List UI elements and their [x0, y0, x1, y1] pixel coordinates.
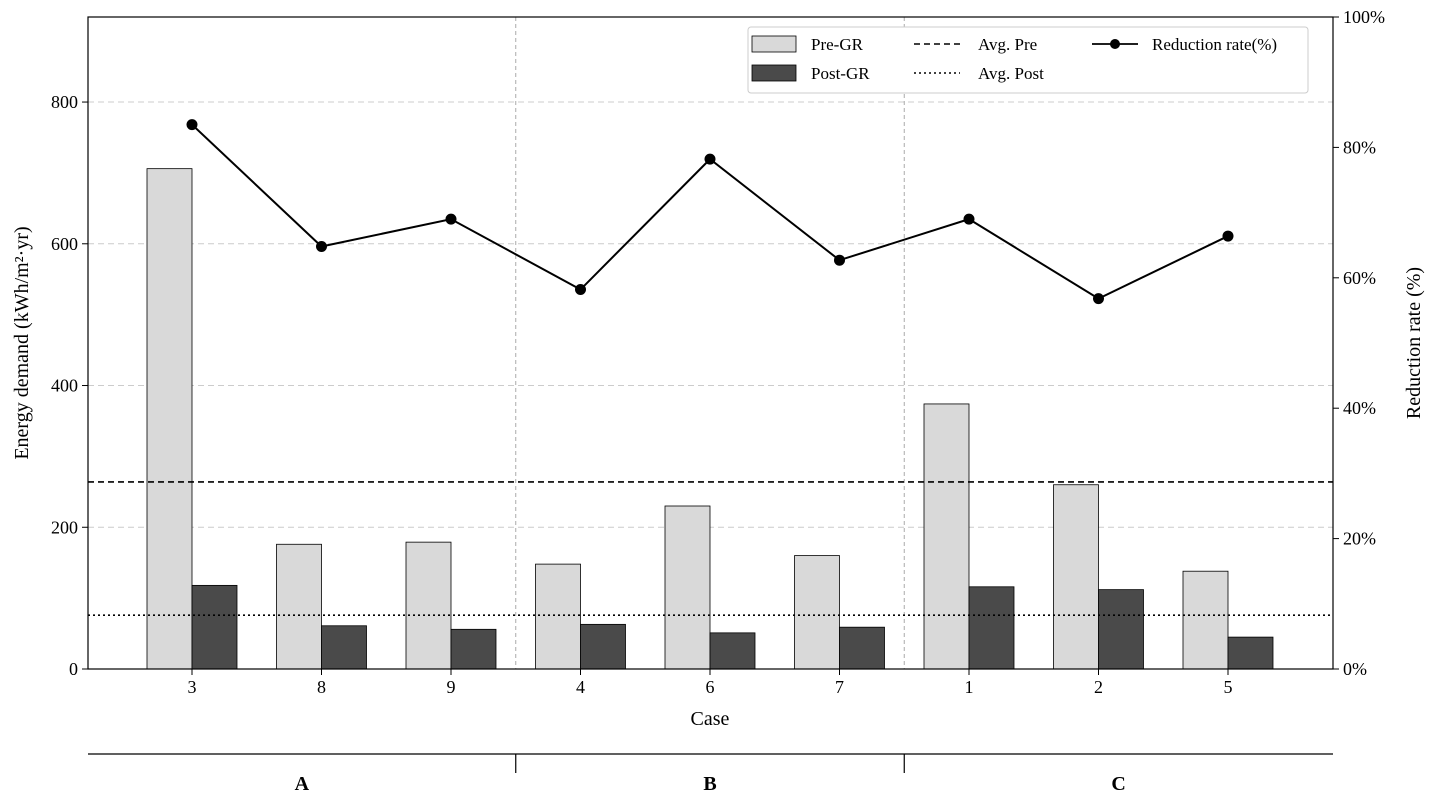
- bar-pre-gr: [405, 541, 452, 670]
- gridlines: [88, 17, 1333, 669]
- left-axis-ticks: 0 200 400 600 800: [51, 92, 88, 679]
- reduction-rate-point: [316, 241, 327, 253]
- group-axis: A B C: [88, 753, 1333, 795]
- legend-swatch-post-gr: [751, 64, 797, 82]
- bar-pre-gr: [276, 543, 322, 670]
- x-tick-label: 2: [1094, 677, 1103, 697]
- y-tick-label: 200: [51, 517, 78, 537]
- group-label: B: [703, 773, 716, 795]
- bar-post-gr: [450, 628, 497, 670]
- y2-tick-label: 80%: [1343, 137, 1376, 157]
- right-axis-ticks: 0% 20% 40% 60% 80% 100%: [1333, 7, 1385, 679]
- bar-pre-gr: [146, 168, 193, 670]
- reference-lines: [88, 481, 1333, 616]
- x-tick-label: 4: [576, 677, 585, 697]
- y2-tick-label: 100%: [1343, 7, 1385, 27]
- bar-post-gr: [1227, 636, 1274, 670]
- x-axis-label: Case: [691, 708, 730, 730]
- legend-label-reduction-rate: Reduction rate(%): [1152, 35, 1277, 54]
- x-tick-label: 7: [835, 677, 844, 697]
- bar-post-gr: [191, 584, 238, 670]
- x-tick-label: 9: [447, 677, 456, 697]
- legend-label-avg-pre: Avg. Pre: [978, 35, 1037, 54]
- x-tick-label: 5: [1224, 677, 1233, 697]
- bar-pre-gr: [535, 563, 581, 670]
- bars: [146, 168, 1274, 670]
- x-tick-label: 8: [317, 677, 326, 697]
- reduction-rate-point: [445, 213, 457, 225]
- legend-label-pre-gr: Pre-GR: [811, 35, 864, 54]
- y-tick-label: 800: [51, 92, 78, 112]
- reduction-rate-point: [963, 213, 975, 225]
- y2-tick-label: 20%: [1343, 529, 1376, 549]
- legend-label-post-gr: Post-GR: [811, 64, 870, 83]
- legend-label-avg-post: Avg. Post: [978, 64, 1044, 83]
- y2-axis-label: Reduction rate (%): [1403, 267, 1425, 419]
- reduction-rate-point: [575, 284, 586, 296]
- reduction-rate-point: [1093, 293, 1104, 305]
- plot-frame: [87, 16, 1334, 670]
- bar-pre-gr: [794, 555, 840, 670]
- group-label: A: [295, 773, 310, 795]
- y-axis-label: Energy demand (kWh/m²·yr): [11, 226, 33, 459]
- reduction-rate-point: [1222, 230, 1234, 242]
- bar-pre-gr: [923, 403, 970, 670]
- bar-post-gr: [709, 632, 756, 670]
- bar-post-gr: [321, 625, 367, 670]
- bar-post-gr: [839, 626, 885, 670]
- bar-post-gr: [968, 586, 1015, 670]
- y-tick-label: 600: [51, 234, 78, 254]
- x-axis-ticks: 3 8 9 4 6 7 1 2 5: [188, 669, 1233, 697]
- bar-post-gr: [1098, 589, 1144, 670]
- bar-pre-gr: [1182, 570, 1229, 670]
- legend-frame: [747, 26, 1309, 94]
- legend-swatch-pre-gr: [751, 35, 797, 53]
- bar-post-gr: [580, 623, 626, 670]
- y2-tick-label: 40%: [1343, 398, 1376, 418]
- reduction-rate-point: [704, 153, 716, 165]
- x-tick-label: 1: [965, 677, 974, 697]
- y-tick-label: 0: [69, 659, 78, 679]
- reduction-rate-point: [186, 119, 198, 131]
- reduction-rate-line: [191, 123, 1229, 300]
- group-label: C: [1111, 773, 1125, 795]
- y2-tick-label: 60%: [1343, 268, 1376, 288]
- bar-pre-gr: [1053, 484, 1099, 670]
- bar-pre-gr: [664, 505, 711, 670]
- reduction-rate-point: [834, 254, 845, 266]
- x-tick-label: 3: [188, 677, 197, 697]
- legend: Pre-GR Post-GR Avg. Pre Avg. Post Reduct…: [747, 26, 1309, 94]
- y2-tick-label: 0%: [1343, 659, 1367, 679]
- reduction-line: [186, 119, 1234, 305]
- y-tick-label: 400: [51, 376, 78, 396]
- x-tick-label: 6: [706, 677, 715, 697]
- legend-swatch-reduction-marker: [1110, 39, 1120, 49]
